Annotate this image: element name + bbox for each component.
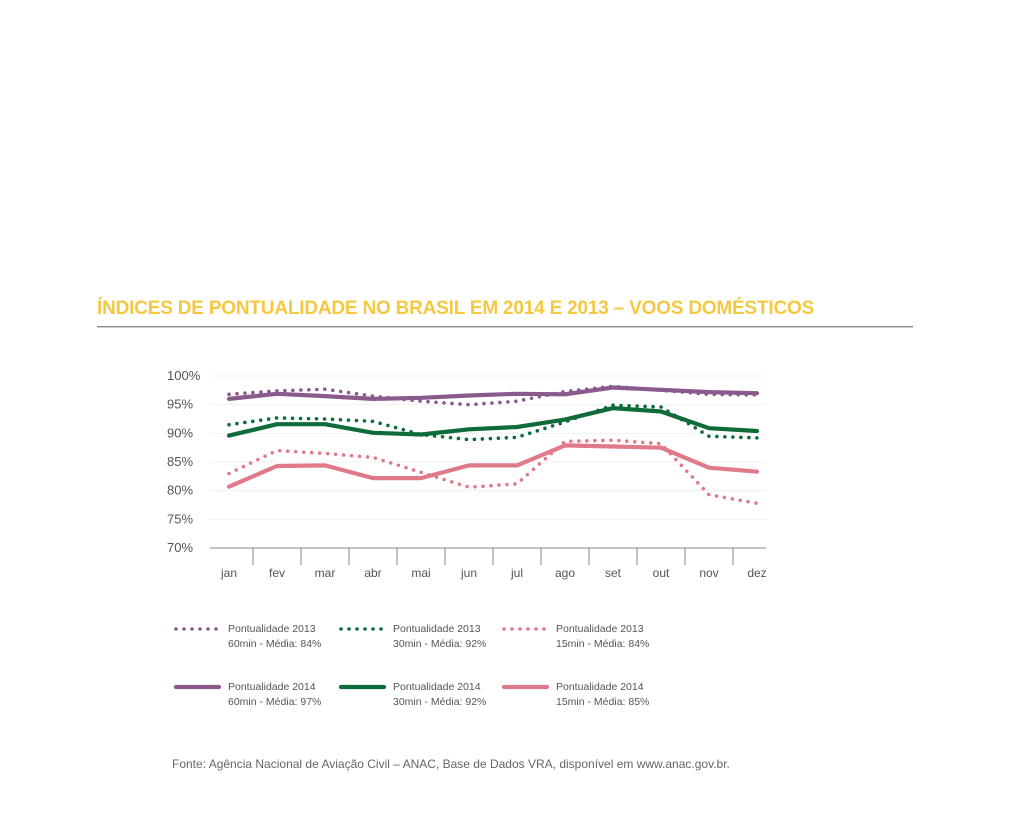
legend-desc: 15min - Média: 84% [556, 638, 649, 650]
title-divider [97, 326, 913, 328]
source-note: Fonte: Agência Nacional de Aviação Civil… [172, 757, 730, 771]
x-tick-label: jun [460, 566, 477, 580]
legend-label: Pontualidade 2013 [556, 623, 644, 635]
legend-desc: 60min - Média: 97% [228, 696, 321, 708]
x-tick-label: mai [411, 566, 430, 580]
legend-label: Pontualidade 2014 [393, 681, 481, 693]
series-layer [226, 384, 760, 506]
y-tick-label: 100% [167, 368, 201, 383]
x-tick-label: fev [269, 566, 285, 580]
y-tick-label: 90% [167, 425, 193, 440]
series-line-1 [227, 384, 759, 407]
x-tick-label: dez [747, 566, 766, 580]
y-tick-label: 85% [167, 454, 193, 469]
x-tick-label: mar [315, 566, 336, 580]
series-line-2 [227, 403, 759, 442]
grid-layer [210, 375, 766, 520]
legend-label: Pontualidade 2014 [228, 681, 316, 693]
x-tick-label: abr [364, 566, 381, 580]
legend-label: Pontualidade 2013 [393, 623, 481, 635]
y-tick-label: 95% [167, 397, 193, 412]
legend-desc: 30min - Média: 92% [393, 638, 486, 650]
series-line-4 [226, 385, 760, 401]
x-tick-label: out [653, 566, 670, 580]
series-line-5 [226, 406, 760, 438]
legend-desc: 15min - Média: 85% [556, 696, 649, 708]
x-tick-label: jan [220, 566, 237, 580]
legend-desc: 60min - Média: 84% [228, 638, 321, 650]
x-tick-label: jul [510, 566, 523, 580]
y-tick-label: 70% [167, 540, 193, 555]
y-tick-label: 75% [167, 511, 193, 526]
legend-layer: Pontualidade 2013 60min - Média: 84% Pontu… [173, 623, 649, 708]
series-line-6 [226, 443, 760, 489]
y-tick-label: 80% [167, 483, 193, 498]
legend-label: Pontualidade 2013 [228, 623, 316, 635]
x-tick-label: ago [555, 566, 575, 580]
series-line-3 [227, 438, 759, 506]
x-tick-label: set [605, 566, 622, 580]
chart-title: ÍNDICES DE PONTUALIDADE NO BRASIL EM 201… [97, 298, 815, 319]
legend-desc: 30min - Média: 92% [393, 696, 486, 708]
axis-layer: 100% 95% 90% 85% 80% 75% 70% jan fev mar abr mai jun… [167, 368, 767, 580]
legend-label: Pontualidade 2014 [556, 681, 644, 693]
x-tick-label: nov [699, 566, 718, 580]
